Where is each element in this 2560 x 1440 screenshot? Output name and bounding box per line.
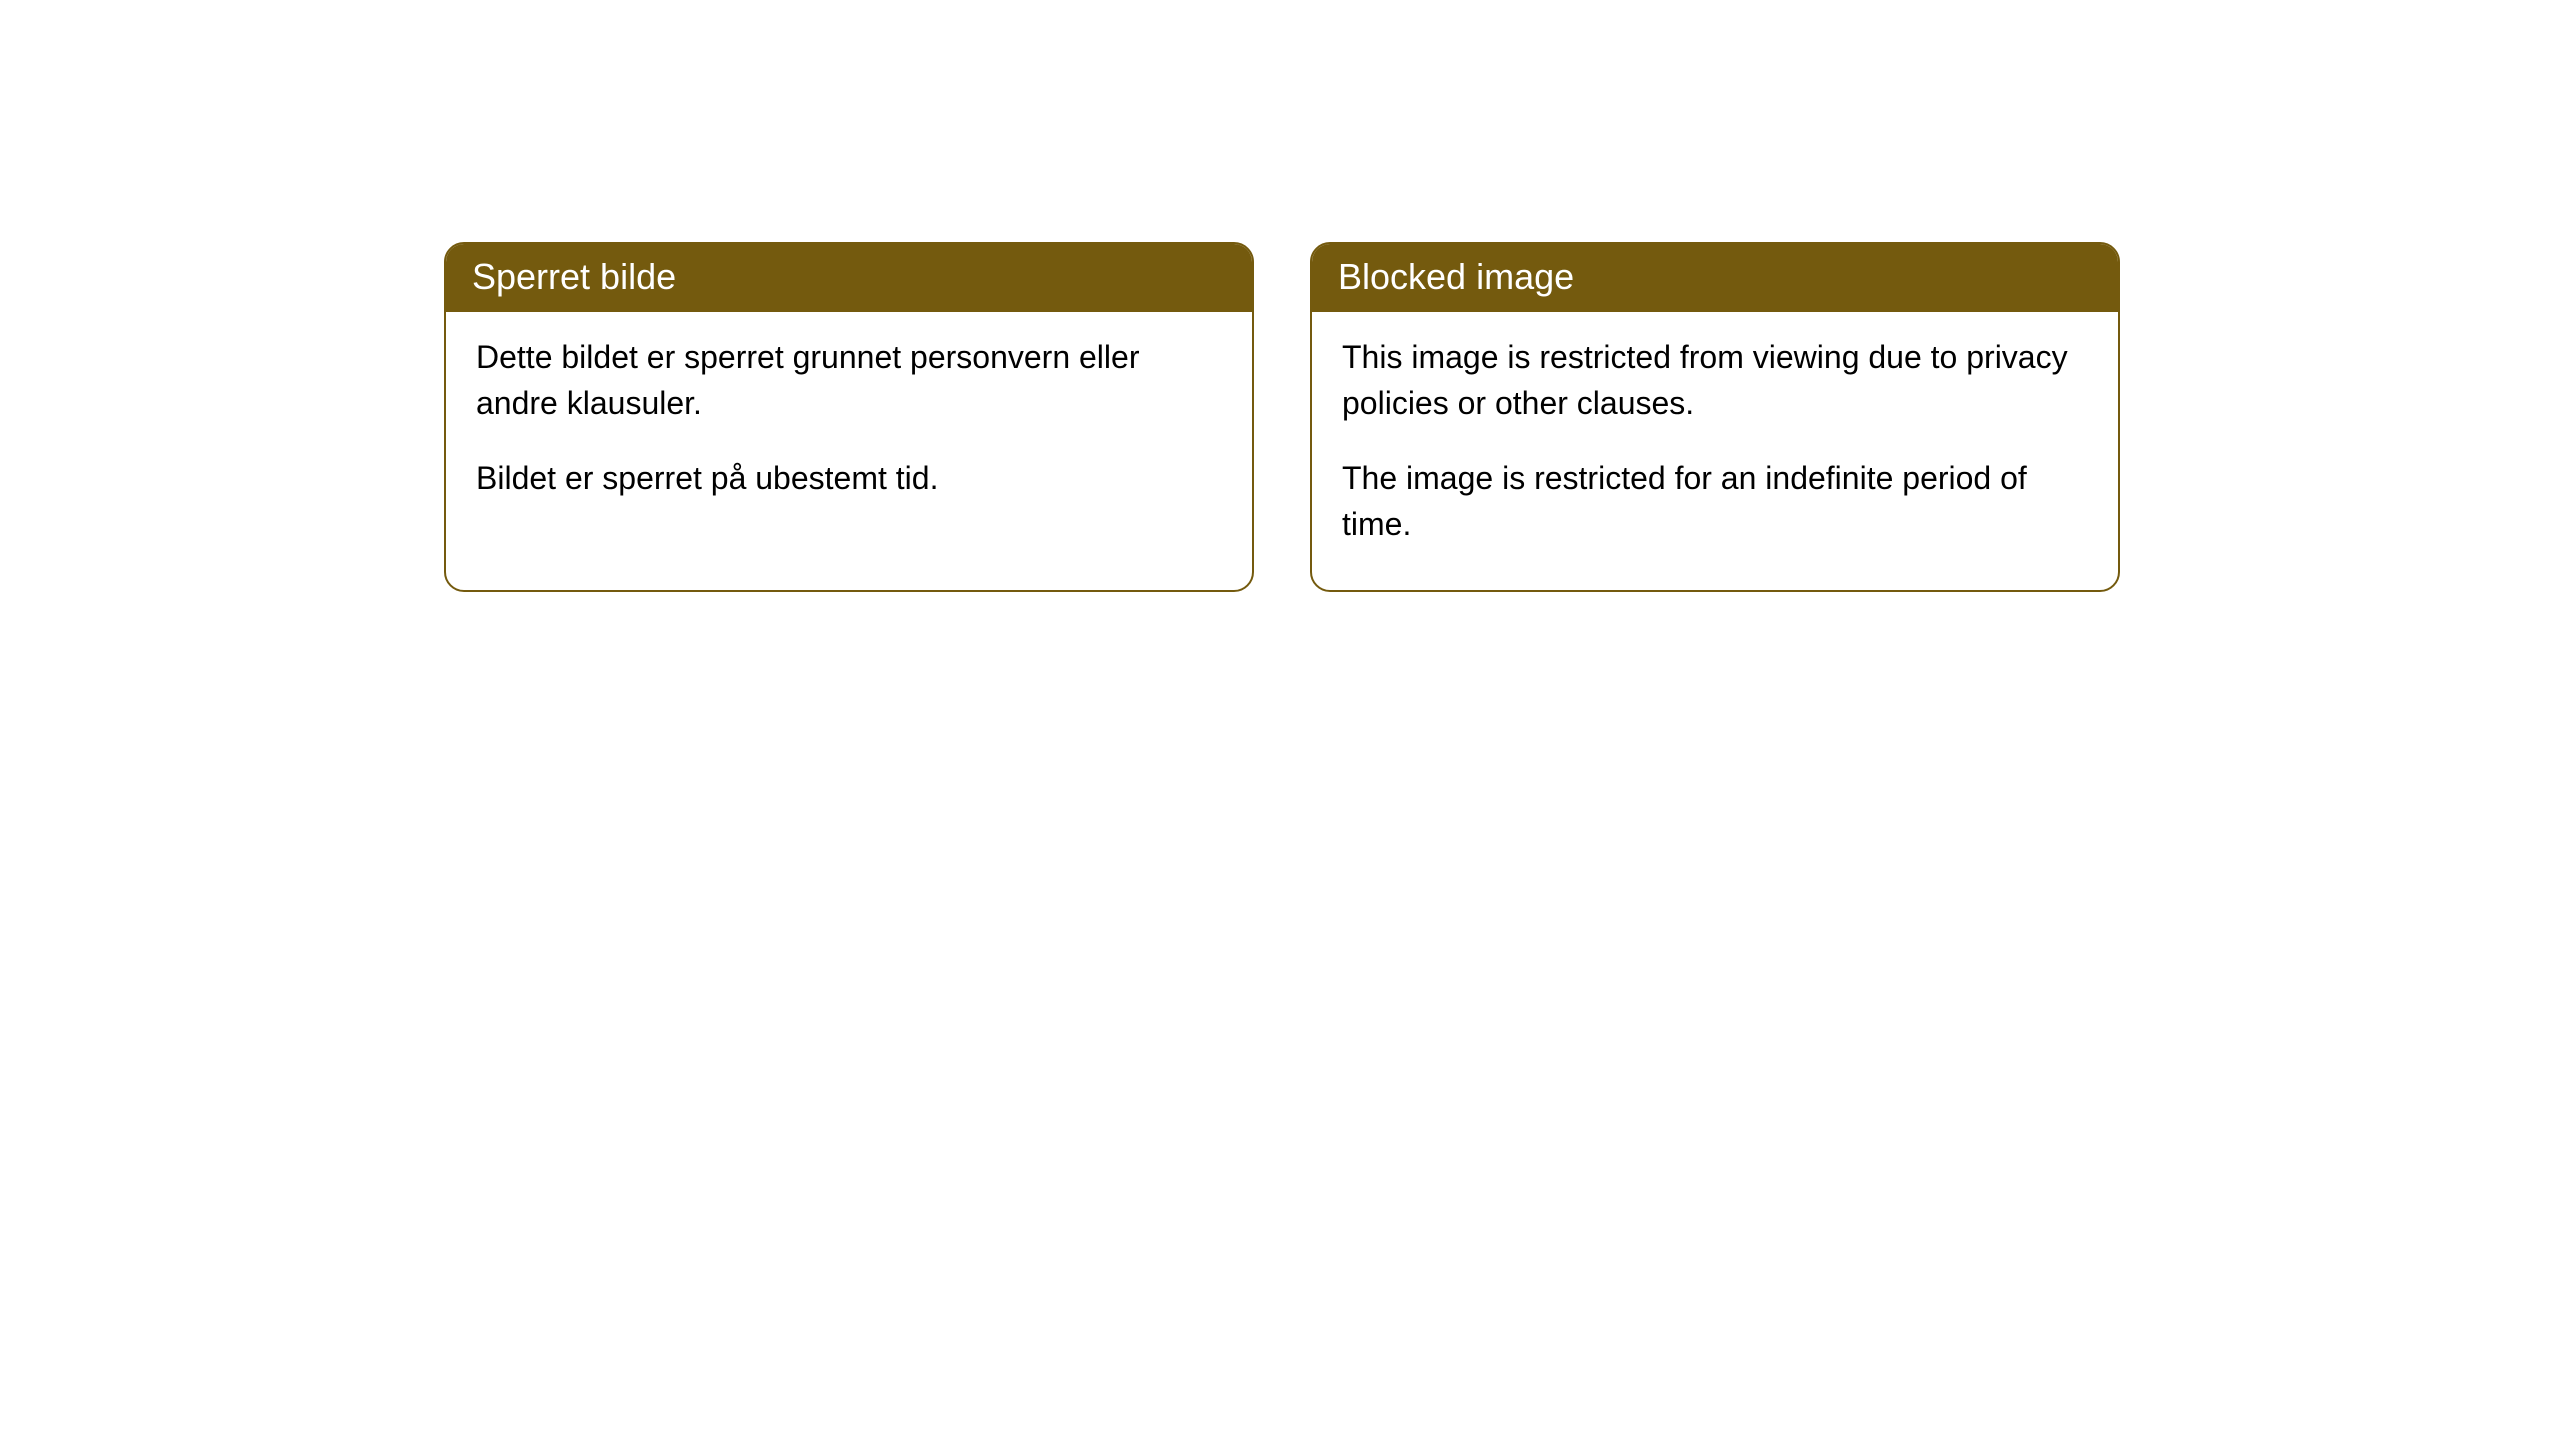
card-header-en: Blocked image (1312, 244, 2118, 312)
card-body-no: Dette bildet er sperret grunnet personve… (446, 312, 1252, 543)
card-paragraph-2-no: Bildet er sperret på ubestemt tid. (476, 455, 1222, 501)
notice-cards-container: Sperret bilde Dette bildet er sperret gr… (444, 242, 2120, 592)
card-paragraph-2-en: The image is restricted for an indefinit… (1342, 455, 2088, 548)
card-body-en: This image is restricted from viewing du… (1312, 312, 2118, 590)
card-paragraph-1-en: This image is restricted from viewing du… (1342, 334, 2088, 427)
blocked-image-card-en: Blocked image This image is restricted f… (1310, 242, 2120, 592)
card-paragraph-1-no: Dette bildet er sperret grunnet personve… (476, 334, 1222, 427)
card-header-no: Sperret bilde (446, 244, 1252, 312)
blocked-image-card-no: Sperret bilde Dette bildet er sperret gr… (444, 242, 1254, 592)
